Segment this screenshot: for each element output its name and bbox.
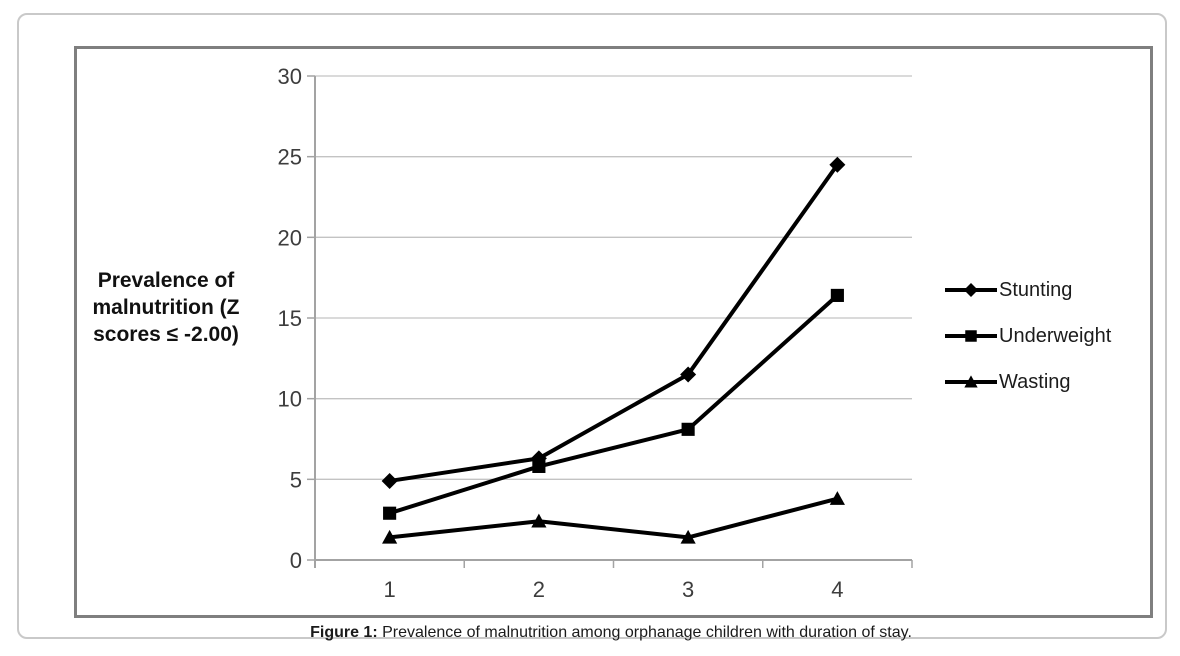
legend-item-underweight: Underweight [945, 313, 1111, 359]
legend-label-underweight: Underweight [999, 324, 1112, 347]
figure-caption: Figure 1: Prevalence of malnutrition amo… [36, 624, 1180, 642]
wasting-line-marker-icon [945, 375, 997, 388]
legend-item-wasting: Wasting [945, 359, 1111, 405]
chart-legend: Stunting Underweight Wasting [945, 267, 1111, 405]
legend-label-stunting: Stunting [999, 278, 1073, 301]
figure-caption-label: Figure 1: [310, 624, 378, 641]
y-axis-title: Prevalence of malnutrition (Z scores ≤ -… [92, 269, 240, 346]
stunting-line-marker-icon [945, 283, 997, 297]
figure-caption-text: Prevalence of malnutrition among orphana… [377, 624, 912, 641]
legend-label-wasting: Wasting [999, 370, 1071, 393]
figure-card: 0 5 10 15 20 25 30 1 2 3 4 Prevalence of malnutrit… [17, 13, 1167, 641]
underweight-line-marker-icon [945, 330, 997, 342]
legend-item-stunting: Stunting [945, 267, 1111, 313]
